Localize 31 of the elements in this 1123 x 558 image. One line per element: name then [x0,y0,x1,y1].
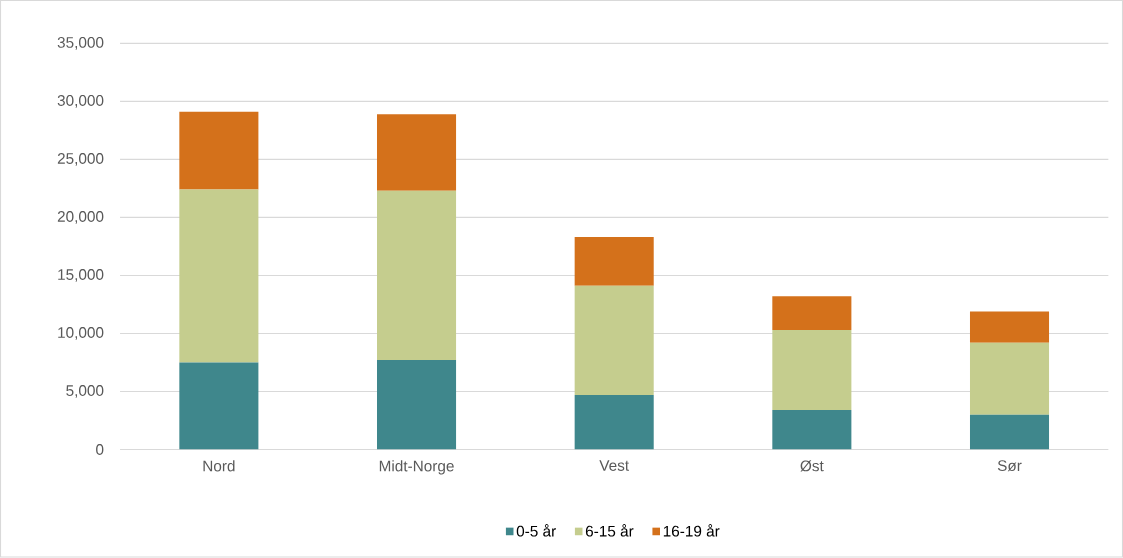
legend-label: 0-5 år [516,524,556,537]
x-tick-label: Vest [599,460,629,472]
legend-label: 16-19 år [663,524,720,537]
y-tick-label: 10,000 [58,327,104,341]
x-tick-label: Sør [997,460,1022,472]
bar [969,414,1050,450]
y-tick-label: 30,000 [57,95,104,108]
bar [772,296,852,331]
y-tick-label: 5,000 [66,385,104,399]
bar [377,360,457,450]
y-tick-label: 20,000 [57,211,104,224]
bar [377,190,457,361]
bar [772,330,852,411]
x-tick-label: Nord [203,460,235,472]
bar [179,112,259,190]
bar [574,286,654,396]
bar [377,114,457,191]
bar [574,395,654,450]
y-tick-label: 15,000 [58,269,104,283]
legend-label: 6-15 år [585,524,634,537]
bar [969,342,1050,415]
bar [772,410,852,450]
x-tick-label: Midt-Norge [379,460,454,475]
bar [574,237,654,287]
bar [179,189,259,363]
y-tick-label: 25,000 [57,153,104,166]
bar [969,311,1050,343]
x-tick-label: Øst [800,460,824,472]
bar [179,362,259,450]
y-tick-label: 0 [96,444,104,456]
y-tick-label: 35,000 [57,37,104,50]
